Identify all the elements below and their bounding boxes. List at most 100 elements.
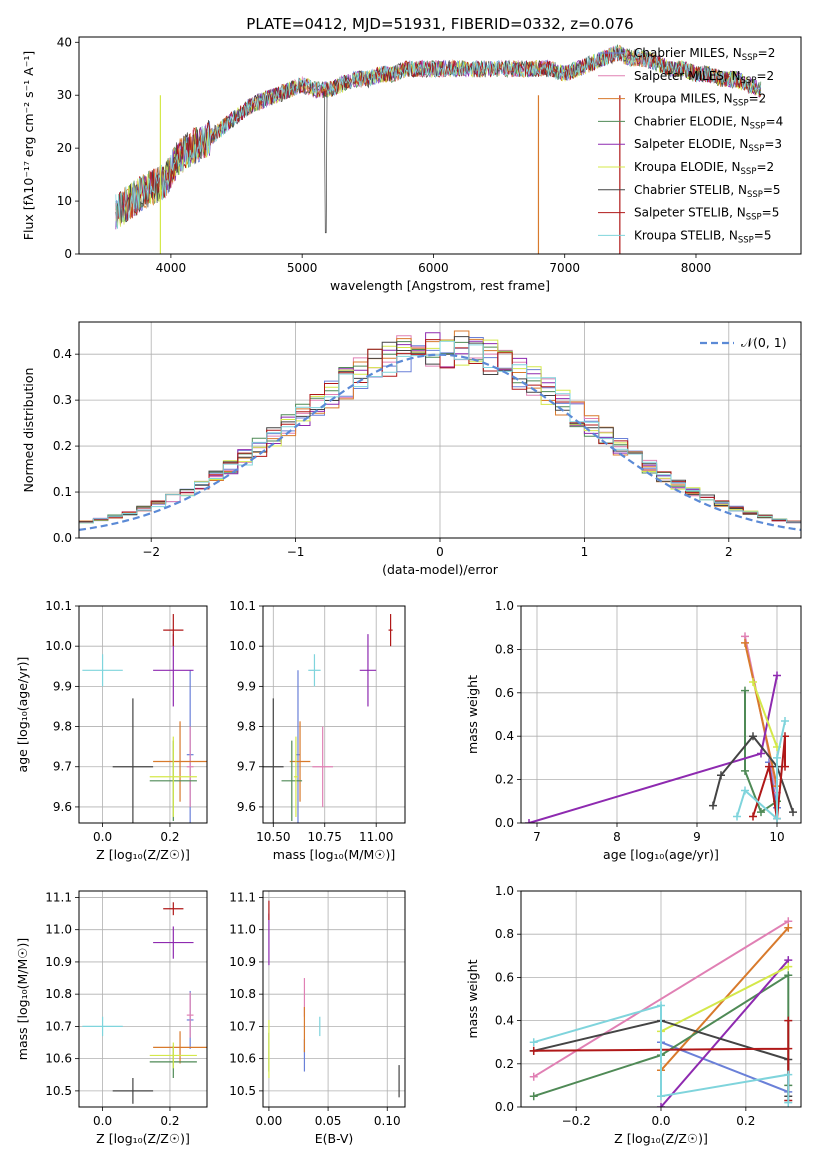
x-axis-label: mass [log₁₀(M/M☉)] [273,847,395,862]
x-tick-label: 10.75 [308,830,342,844]
y-tick-label: 9.6 [53,800,72,814]
x-tick-label: 10 [769,830,784,844]
plot-area [525,632,797,823]
x-tick-label: 0 [436,545,444,559]
y-axis-label: mass [log₁₀(M/M☉)] [15,938,30,1060]
weight-marker [781,762,789,771]
y-tick-label: 0.8 [495,642,514,656]
weight-marker [784,1070,793,1079]
x-tick-label: 7000 [549,261,580,275]
weight-marker [749,812,757,821]
weight-marker [784,971,793,980]
weight-marker [789,808,797,817]
y-tick-label: 20 [57,141,72,155]
x-axis-label: Z [log₁₀(Z/Z☉)] [96,847,190,862]
panel-mass-vs-ebv: 0.00 0.05 0.10 10.5 10.6 10.7 10.8 10.9 11.0 11.1… [229,890,406,1146]
y-tick-label: 0.4 [53,347,72,361]
weight-marker [525,819,533,823]
y-tick-label: 10.8 [45,987,72,1001]
x-tick-label: 0.0 [651,1114,670,1128]
weight-line [660,965,789,1033]
x-axis-label: Z [log₁₀(Z/Z☉)] [96,1131,190,1146]
y-tick-label: 10.5 [45,1084,72,1098]
legend-label: Salpeter STELIB, NSSP=5 [634,206,779,223]
y-tick-label: 0 [64,247,72,261]
legend-label: Salpeter MILES, NSSP=2 [634,69,774,86]
plot-area [268,900,400,1098]
y-tick-label: 10.8 [229,987,256,1001]
x-axis-label: Z [log₁₀(Z/Z☉)] [614,1131,708,1146]
figure-title: PLATE=0412, MJD=51931, FIBERID=0332, z=0… [246,15,633,33]
x-tick-label: 0.2 [736,1114,755,1128]
y-tick-label: 40 [57,35,72,49]
y-tick-label: 10.7 [45,1019,72,1033]
legend: Chabrier MILES, NSSP=2 Salpeter MILES, NS… [598,46,783,245]
x-axis-label: E(B-V) [315,1131,354,1146]
panel-age-vs-mass: 10.50 10.75 11.00 9.6 9.7 9.8 9.9 10.0 10.1 mass … [229,599,406,862]
y-axis-label: mass weight [465,959,480,1038]
legend-label: Kroupa STELIB, NSSP=5 [634,228,772,245]
x-axis-label: (data-model)/error [382,562,499,577]
x-tick-label: −2 [142,545,160,559]
x-tick-label: 6000 [418,261,449,275]
spectrum-line [115,45,762,229]
weight-marker [709,801,717,810]
histogram-step [79,340,801,524]
chart-layer: 4000 5000 6000 7000 8000010203040wavelength … [15,35,802,1146]
x-tick-label: 5000 [287,261,318,275]
legend-label: Chabrier ELODIE, NSSP=4 [634,114,783,131]
axes-frame [78,321,802,539]
weight-marker [765,762,773,771]
legend-label: Kroupa ELODIE, NSSP=2 [634,160,774,177]
weight-marker [733,812,741,821]
plot-area [529,917,793,1107]
weight-marker [529,1046,538,1055]
weight-line [660,959,790,1107]
y-tick-label: 0.1 [53,485,72,499]
y-tick-label: 11.1 [45,890,72,904]
plot-area [82,902,207,1104]
x-tick-label: 4000 [156,261,187,275]
panel-age-vs-Z: 0.0 0.2 9.6 9.7 9.8 9.9 10.0 10.1 Z [log₁₀(Z/Z☉)… [15,599,208,862]
x-tick-label: −1 [287,545,305,559]
axes-frame [520,605,802,824]
y-tick-label: 9.9 [237,679,256,693]
weight-marker [741,686,749,695]
weight-marker [657,1001,665,1010]
axes-frame [262,605,406,824]
plot-area [263,614,393,823]
y-axis-label: age [log₁₀(age/yr)] [15,657,30,773]
y-tick-label: 10.9 [45,955,72,969]
weight-marker [773,671,781,680]
y-axis-label: Flux [fλ10⁻¹⁷ erg cm⁻² s⁻¹ A⁻¹] [21,51,36,240]
legend-label: Salpeter ELODIE, NSSP=3 [634,137,782,154]
plot-area [79,330,801,531]
y-tick-label: 0.0 [53,531,72,545]
legend-label: 𝒩(0, 1) [741,335,787,350]
weight-marker [757,808,765,817]
x-tick-label: 7 [533,830,541,844]
weight-line [752,681,778,748]
x-tick-label: 0.0 [93,1114,112,1128]
x-tick-label: 1 [581,545,589,559]
weight-marker [741,786,749,795]
x-tick-label: 10.50 [256,830,290,844]
plot-area [82,614,207,823]
weight-marker [657,1103,665,1107]
y-tick-label: 1.0 [495,599,514,613]
y-tick-label: 9.8 [237,720,256,734]
y-tick-label: 0.8 [495,927,514,941]
weight-line [528,675,778,823]
panel-weight-vs-Z: −0.2 0.0 0.2 0.0 0.2 0.4 0.6 0.8 1.0 Z [log₁₀(Z/Z… [465,884,802,1146]
x-tick-label: 0.2 [160,830,179,844]
legend-label: Kroupa MILES, NSSP=2 [634,92,766,109]
normal-curve [79,353,801,531]
x-tick-label: 0.05 [315,1114,342,1128]
y-tick-label: 0.6 [495,970,514,984]
y-tick-label: 0.2 [53,439,72,453]
y-tick-label: 10.1 [229,599,256,613]
y-tick-label: 9.8 [53,720,72,734]
x-axis-label: wavelength [Angstrom, rest frame] [330,278,550,293]
x-tick-label: 9 [693,830,701,844]
